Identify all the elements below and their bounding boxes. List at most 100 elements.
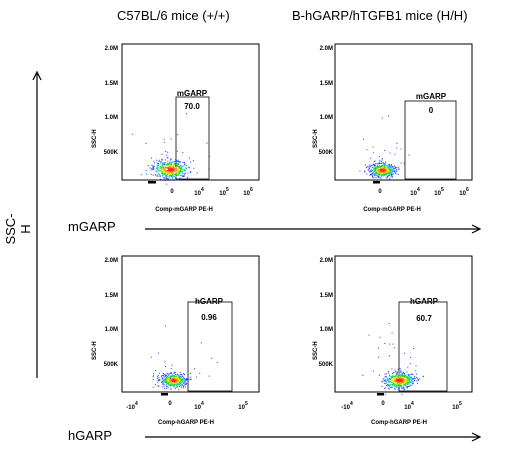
event-dot bbox=[177, 163, 179, 165]
event-dot bbox=[178, 178, 179, 180]
x-axis-title: Comp-mGARP PE-H bbox=[363, 207, 421, 213]
event-dot bbox=[384, 380, 385, 382]
event-dot bbox=[398, 387, 400, 389]
event-dot bbox=[400, 387, 402, 389]
event-dot bbox=[376, 173, 378, 175]
event-dot bbox=[401, 378, 403, 380]
event-dot bbox=[179, 170, 181, 172]
event-dot bbox=[160, 166, 161, 168]
event-dot bbox=[400, 370, 402, 372]
event-dot bbox=[162, 175, 163, 177]
event-dot bbox=[172, 167, 174, 169]
event-dot bbox=[177, 173, 179, 175]
event-dot bbox=[396, 377, 398, 379]
event-dot bbox=[173, 377, 175, 379]
event-dot bbox=[190, 161, 191, 163]
event-dot bbox=[162, 164, 164, 166]
event-dot bbox=[160, 381, 162, 383]
event-dot bbox=[391, 380, 393, 382]
event-dot bbox=[166, 163, 168, 165]
event-dot bbox=[412, 381, 414, 382]
event-dot bbox=[178, 389, 180, 391]
event-dot bbox=[395, 173, 397, 175]
event-dot bbox=[372, 177, 374, 179]
event-dot bbox=[371, 166, 373, 168]
event-dot bbox=[155, 168, 157, 170]
event-dot bbox=[173, 384, 175, 385]
event-dot bbox=[171, 382, 173, 384]
event-dot bbox=[387, 169, 389, 170]
event-dot bbox=[407, 366, 409, 368]
event-dot bbox=[180, 168, 182, 169]
event-dot bbox=[184, 379, 186, 380]
event-dot bbox=[179, 375, 181, 377]
event-dot bbox=[383, 378, 385, 380]
event-dot bbox=[177, 382, 179, 384]
event-dot bbox=[373, 174, 375, 176]
event-dot bbox=[182, 152, 184, 154]
event-dot bbox=[371, 175, 373, 177]
event-dot bbox=[374, 174, 376, 176]
event-dot bbox=[178, 166, 180, 167]
x-tick-label: 0 bbox=[378, 189, 382, 195]
event-dot bbox=[394, 166, 396, 168]
event-dot bbox=[174, 165, 176, 166]
event-dot bbox=[403, 385, 405, 387]
event-dot bbox=[153, 375, 155, 377]
event-dot bbox=[387, 379, 389, 381]
event-dot bbox=[160, 167, 162, 169]
event-dot bbox=[170, 376, 172, 378]
event-dot bbox=[171, 162, 173, 164]
event-dot bbox=[178, 386, 180, 387]
event-dot bbox=[383, 166, 385, 168]
event-dot bbox=[367, 169, 369, 171]
event-dot bbox=[388, 171, 390, 173]
event-dot bbox=[165, 381, 167, 383]
event-dot bbox=[380, 169, 382, 171]
event-dot bbox=[170, 171, 172, 173]
event-dot bbox=[384, 171, 386, 173]
event-dot bbox=[370, 169, 372, 171]
event-dot bbox=[172, 379, 174, 381]
event-dot bbox=[168, 374, 169, 376]
event-dot bbox=[166, 163, 168, 165]
event-dot bbox=[180, 381, 182, 383]
event-dot bbox=[386, 378, 388, 380]
event-dot bbox=[412, 382, 414, 384]
event-dot bbox=[162, 179, 164, 181]
gate-rectangle bbox=[187, 301, 233, 392]
event-dot bbox=[392, 167, 394, 169]
event-dot bbox=[172, 381, 173, 382]
event-dot bbox=[382, 172, 384, 174]
event-dot bbox=[397, 386, 399, 388]
event-dot bbox=[404, 352, 406, 354]
event-dot bbox=[159, 166, 161, 168]
event-dot bbox=[166, 383, 168, 385]
event-dot bbox=[386, 166, 388, 168]
event-dot bbox=[157, 376, 159, 378]
event-dot bbox=[172, 377, 174, 378]
event-dot bbox=[173, 382, 175, 383]
event-dot bbox=[397, 383, 399, 385]
event-dot bbox=[168, 161, 170, 163]
event-dot bbox=[402, 381, 404, 383]
event-dot bbox=[171, 383, 173, 385]
event-dot bbox=[389, 171, 391, 173]
event-dot bbox=[168, 172, 170, 174]
event-dot bbox=[172, 378, 174, 380]
event-dot bbox=[172, 180, 174, 181]
event-dot bbox=[163, 167, 165, 168]
event-dot bbox=[389, 169, 391, 170]
event-dot bbox=[379, 336, 381, 338]
event-dot bbox=[403, 375, 405, 376]
event-dot bbox=[369, 171, 370, 173]
event-dot bbox=[163, 375, 165, 377]
event-dot bbox=[168, 163, 170, 165]
event-dot bbox=[175, 173, 177, 175]
event-dot bbox=[180, 166, 182, 168]
event-dot bbox=[158, 159, 160, 161]
event-dot bbox=[388, 387, 389, 389]
event-dot bbox=[400, 371, 402, 373]
event-dot bbox=[177, 380, 179, 382]
event-dot bbox=[168, 166, 170, 168]
